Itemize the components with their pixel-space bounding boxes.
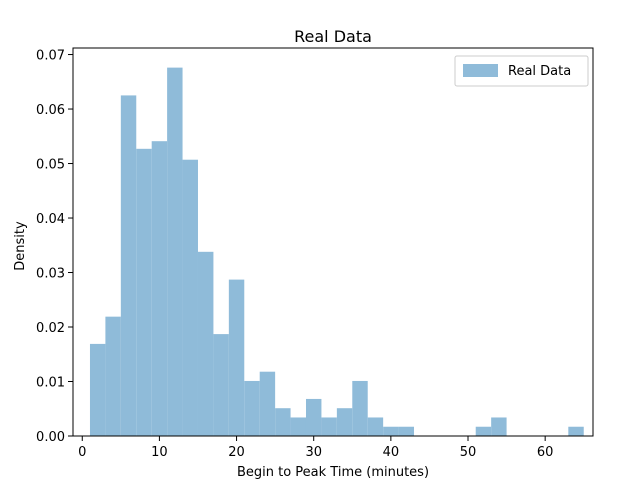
histogram-bar [136, 148, 152, 436]
histogram-bar [89, 343, 106, 436]
chart-title: Real Data [294, 27, 372, 46]
y-tick-label: 0.07 [36, 49, 65, 64]
y-tick-label: 0.04 [36, 212, 65, 227]
plot-frame [72, 47, 594, 437]
histogram-bar [228, 279, 245, 436]
histogram-bar [568, 426, 584, 436]
histogram-bar [367, 417, 384, 436]
histogram-bar [290, 417, 306, 436]
y-tick-label: 0.06 [36, 103, 65, 118]
histogram-bar [213, 334, 229, 436]
histogram-bar [352, 380, 368, 436]
y-tick-label: 0.02 [36, 321, 65, 336]
x-tick-label: 40 [383, 445, 400, 460]
y-tick-label: 0.05 [36, 158, 65, 173]
x-axis-label: Begin to Peak Time (minutes) [237, 465, 429, 480]
x-tick-label: 50 [460, 445, 477, 460]
histogram-bar [120, 95, 137, 437]
histogram-bar [398, 426, 415, 436]
y-axis-label: Density [13, 221, 28, 271]
histogram-bar [151, 141, 168, 436]
histogram-bar [167, 67, 183, 436]
histogram-bar [197, 251, 214, 436]
histogram-bar [105, 316, 121, 436]
x-tick-label: 0 [78, 445, 86, 460]
legend: Real Data [454, 55, 589, 87]
histogram-bar [321, 417, 337, 436]
x-tick-label: 30 [305, 445, 322, 460]
x-tick-label: 20 [228, 445, 245, 460]
histogram-bar [182, 159, 198, 436]
y-tick-label: 0.01 [36, 376, 65, 391]
legend-label: Real Data [508, 64, 571, 79]
legend-box [454, 55, 589, 87]
histogram-bar [259, 371, 276, 436]
y-tick-label: 0.00 [36, 430, 65, 445]
y-tick-label: 0.03 [36, 267, 65, 282]
x-axis: 0 10 20 30 40 50 60 [78, 436, 553, 460]
histogram-bar [383, 426, 399, 436]
histogram-bar [491, 417, 507, 436]
histogram-bar [275, 408, 291, 436]
x-tick-label: 10 [151, 445, 168, 460]
legend-swatch [463, 64, 498, 77]
y-axis: 0.00 0.01 0.02 0.03 0.04 0.05 0.06 0.07 [36, 49, 73, 445]
bars-group [89, 67, 584, 437]
histogram-bar [475, 426, 492, 436]
x-tick-label: 60 [537, 445, 554, 460]
histogram-bar [336, 408, 353, 436]
histogram-bar [244, 380, 260, 436]
histogram-bar [305, 398, 322, 436]
